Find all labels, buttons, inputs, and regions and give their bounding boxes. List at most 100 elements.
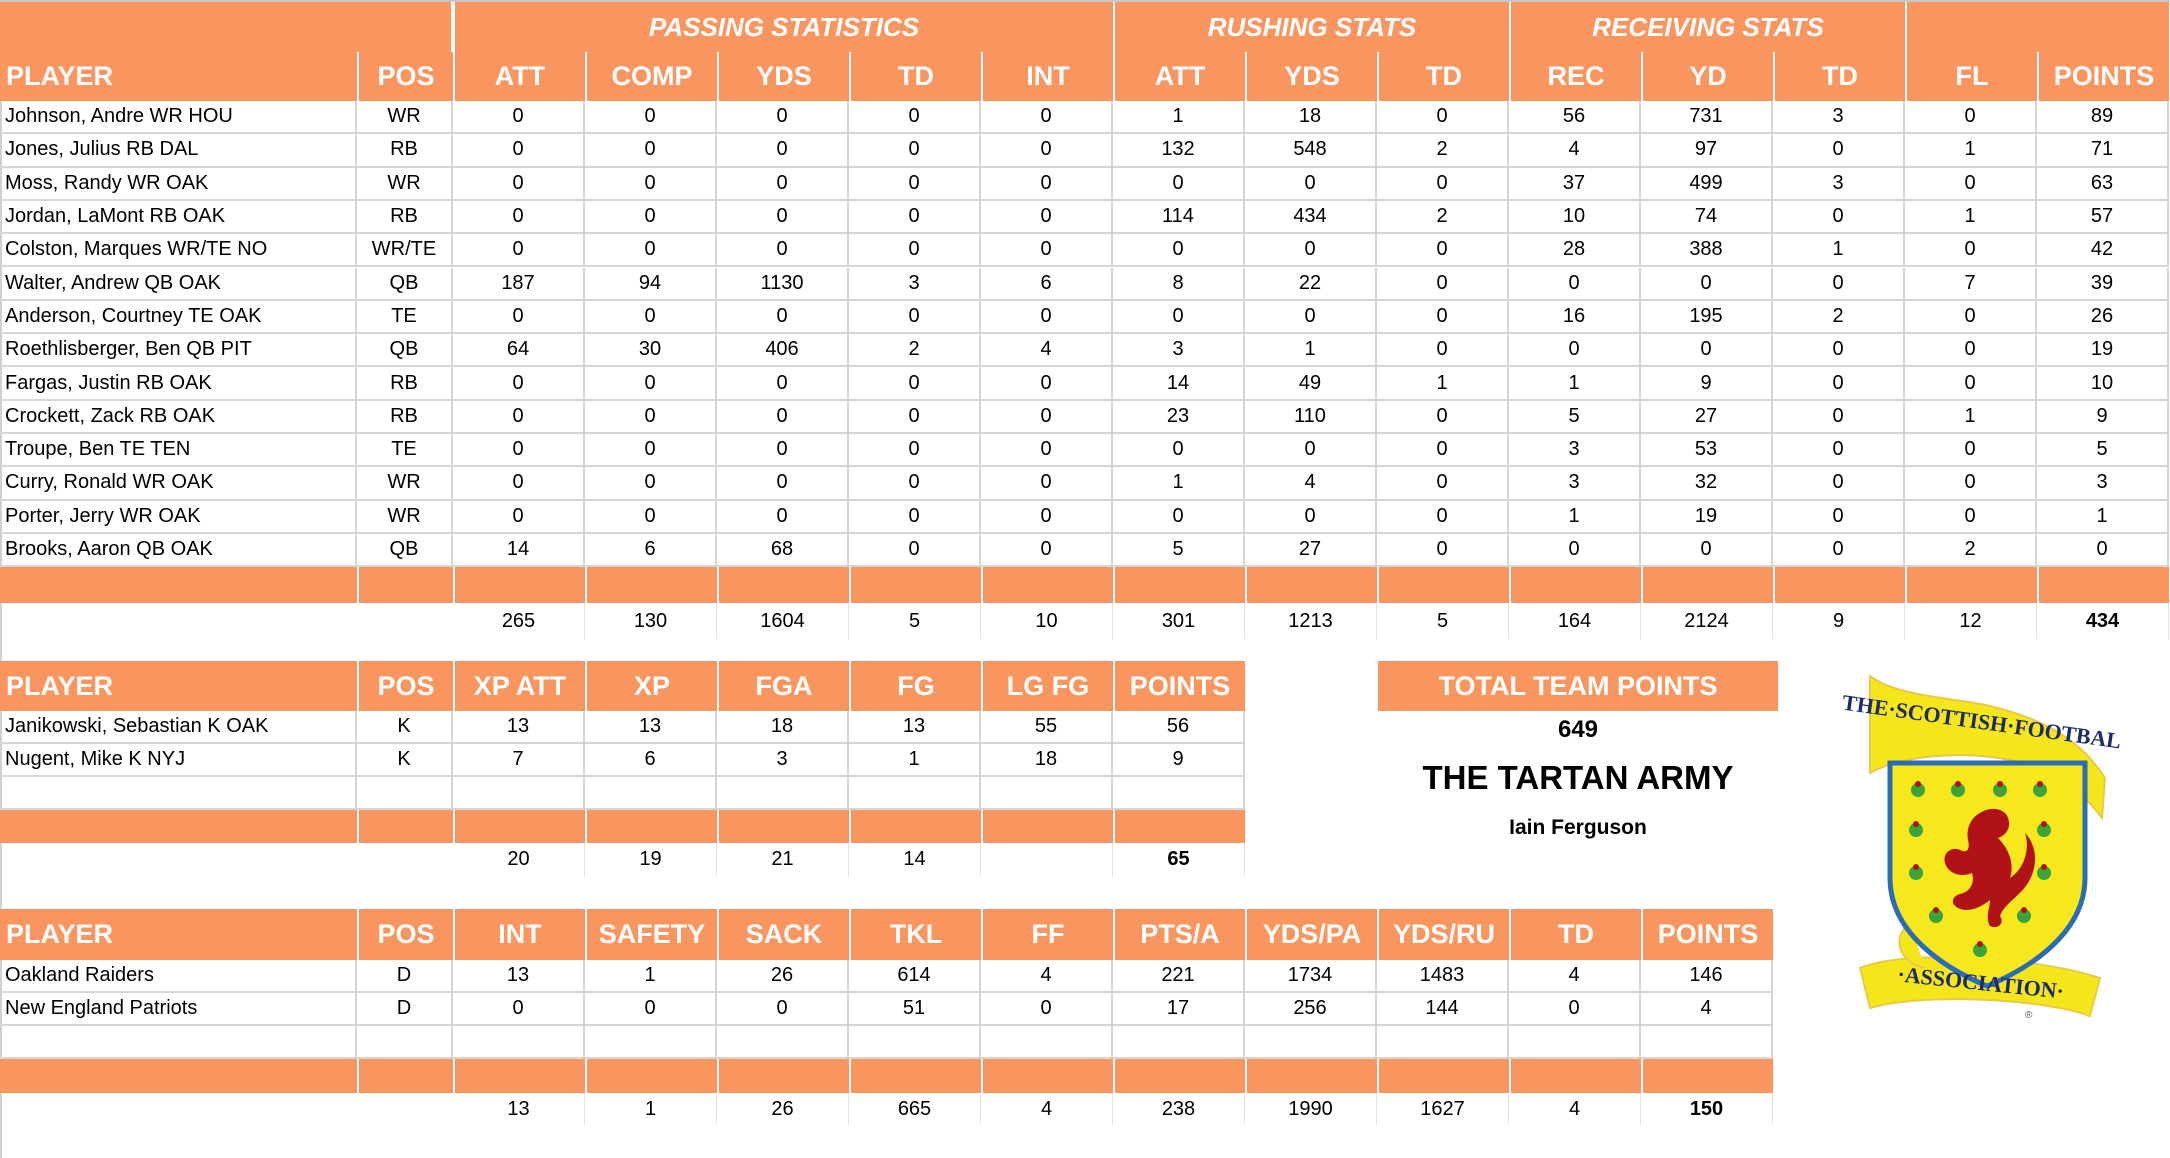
stat-cell: 0 [1773,134,1905,168]
stat-cell: 97 [1641,134,1773,168]
group-header-misc [1907,2,2169,52]
column-header-comp[interactable]: COMP [587,52,717,101]
stat-cell: 89 [2037,101,2169,135]
stat-cell: 0 [585,200,717,235]
column-header-ff[interactable]: FF [983,909,1113,960]
stat-cell: 0 [1113,300,1245,335]
stat-cell: 0 [717,400,849,434]
column-header-fg[interactable]: FG [851,661,981,711]
column-header-rec[interactable]: REC [1511,52,1641,101]
stat-cell: 3 [849,267,981,301]
separator-bar [1247,1059,1377,1093]
stat-cell: 0 [1905,300,2037,335]
stat-cell: 7 [1905,267,2037,301]
stat-cell: 18 [981,744,1113,777]
stat-cell: 2 [1377,134,1509,168]
stat-cell: 27 [1641,400,1773,434]
column-header-fga[interactable]: FGA [719,661,849,711]
column-header-fl[interactable]: FL [1907,52,2037,101]
stat-cell: 195 [1641,300,1773,335]
total-points-cell: 150 [1641,1093,1773,1125]
stat-cell: 0 [585,134,717,168]
blank-cell [1113,1026,1245,1059]
column-header-xp-att[interactable]: XP ATT [455,661,585,711]
player-name-cell: Jordan, LaMont RB OAK [0,200,357,235]
stat-cell: 0 [453,400,585,434]
column-header-player[interactable]: PLAYER [0,661,357,711]
column-header-td[interactable]: TD [1511,909,1641,960]
separator-bar [851,810,981,843]
stat-cell: 0 [1905,167,2037,201]
column-header-yds-ru[interactable]: YDS/RU [1379,909,1509,960]
column-header-player[interactable]: PLAYER [0,909,357,960]
stat-cell: 0 [1377,234,1509,268]
column-header-int[interactable]: INT [983,52,1113,101]
stat-cell: 1 [1245,334,1377,368]
column-header-points[interactable]: POINTS [1115,661,1245,711]
column-header-yds[interactable]: YDS [1247,52,1377,101]
stat-cell: 16 [1509,300,1641,335]
stat-cell: 0 [1377,434,1509,468]
total-cell: 1627 [1377,1093,1509,1125]
column-header-att[interactable]: ATT [1115,52,1245,101]
column-header-xp[interactable]: XP [587,661,717,711]
stat-cell: 0 [453,234,585,268]
stat-cell: D [357,993,453,1026]
column-header-td[interactable]: TD [851,52,981,101]
stat-cell: 0 [1773,367,1905,401]
stat-cell: 144 [1377,993,1509,1026]
stat-cell: 0 [1509,267,1641,301]
stat-cell: 0 [717,434,849,468]
stat-cell: QB [357,334,453,368]
stat-cell: 0 [1641,533,1773,568]
column-header-pos[interactable]: POS [359,909,453,960]
column-header-lg-fg[interactable]: LG FG [983,661,1113,711]
blank-cell [717,777,849,810]
column-header-pos[interactable]: POS [359,52,453,101]
separator-bar [0,1059,357,1093]
stat-cell: 2 [1377,200,1509,235]
stat-cell: 0 [981,134,1113,168]
column-header-safety[interactable]: SAFETY [587,909,717,960]
stat-cell: 0 [981,300,1113,335]
blank-cell [981,777,1113,810]
stat-cell: 0 [981,200,1113,235]
stat-cell: 0 [981,434,1113,468]
column-header-points[interactable]: POINTS [1643,909,1773,960]
stat-cell: 0 [1773,334,1905,368]
column-header-td[interactable]: TD [1379,52,1509,101]
stat-cell: 5 [1509,400,1641,434]
separator-bar [455,810,585,843]
column-header-points[interactable]: POINTS [2039,52,2169,101]
separator-bar [587,567,717,604]
column-header-tkl[interactable]: TKL [851,909,981,960]
column-header-pts-a[interactable]: PTS/A [1115,909,1245,960]
stat-cell: QB [357,267,453,301]
column-header-yd[interactable]: YD [1643,52,1773,101]
column-header-td[interactable]: TD [1775,52,1905,101]
separator-bar [1775,567,1905,604]
column-header-att[interactable]: ATT [455,52,585,101]
stat-cell: 0 [849,101,981,135]
stat-cell: 6 [585,533,717,568]
stat-cell: 2 [1773,300,1905,335]
team-owner: Iain Ferguson [1509,816,1647,839]
separator-bar [359,810,453,843]
stat-cell: 0 [1773,533,1905,568]
stat-cell: 548 [1245,134,1377,168]
column-header-sack[interactable]: SACK [719,909,849,960]
column-header-player[interactable]: PLAYER [0,52,357,101]
stat-cell: 6 [981,267,1113,301]
stat-cell: 1 [1113,467,1245,501]
column-header-int[interactable]: INT [455,909,585,960]
stat-cell: 37 [1509,167,1641,201]
column-header-yds[interactable]: YDS [719,52,849,101]
blank-cell [849,777,981,810]
column-header-pos[interactable]: POS [359,661,453,711]
stat-cell: 0 [981,234,1113,268]
stat-cell: 0 [585,101,717,135]
stat-cell: 0 [981,167,1113,201]
stat-cell: 1 [1905,400,2037,434]
stat-cell: 0 [717,300,849,335]
column-header-yds-pa[interactable]: YDS/PA [1247,909,1377,960]
